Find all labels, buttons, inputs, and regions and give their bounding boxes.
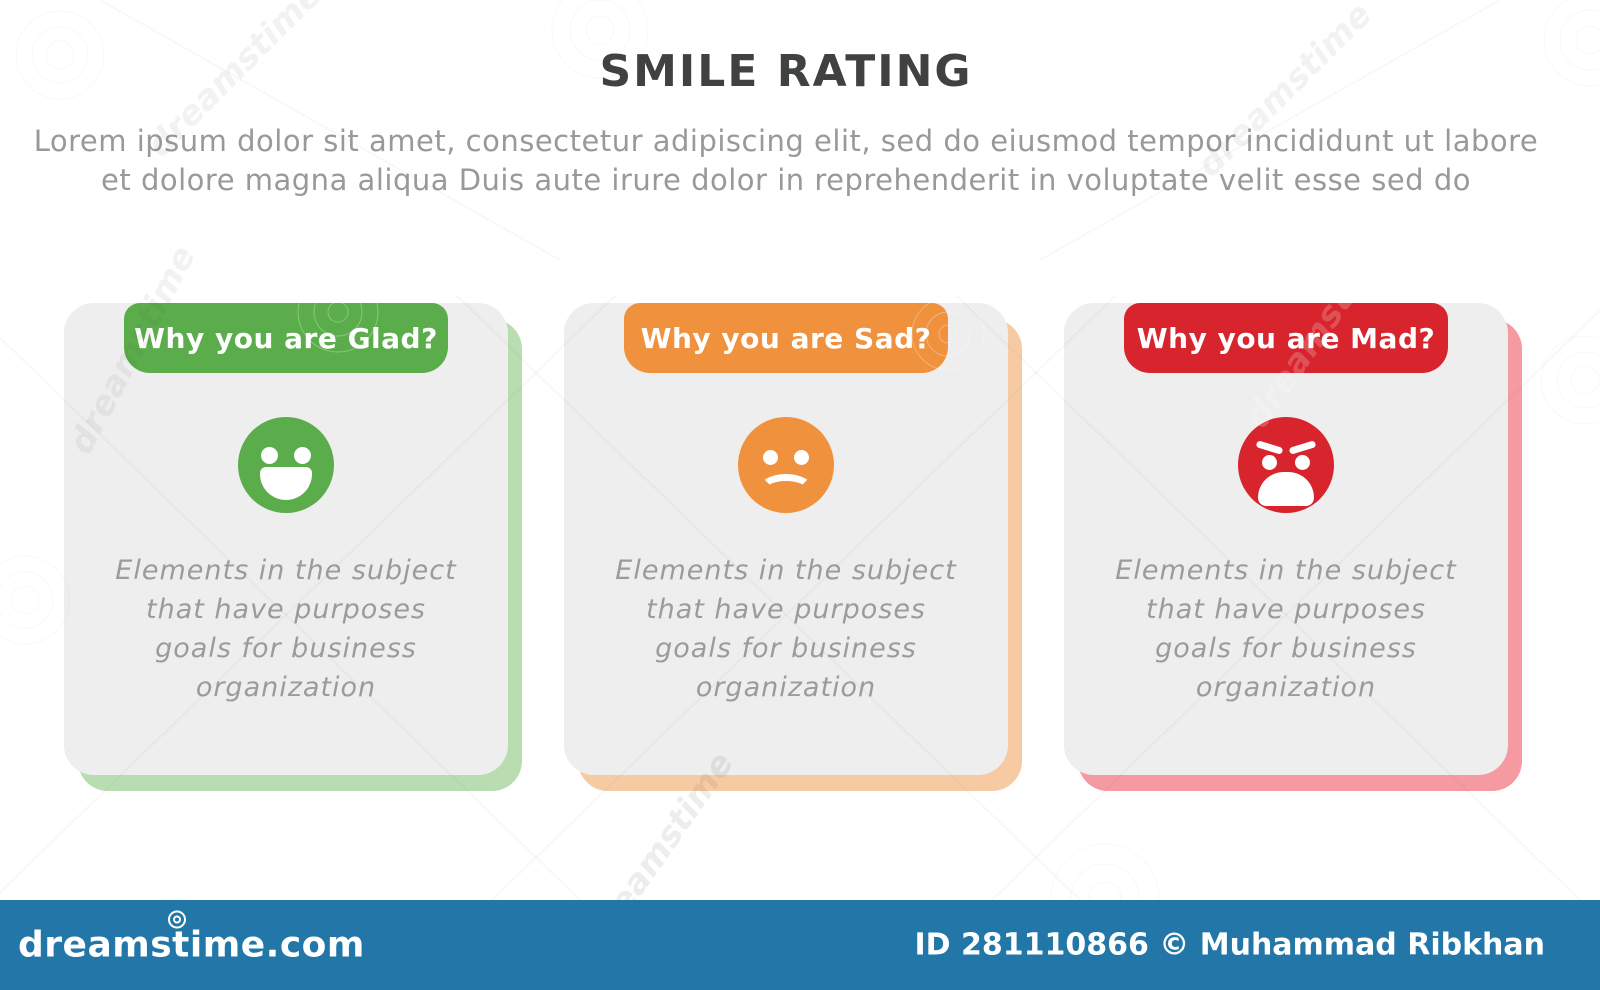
body-line: Elements in the subject (115, 555, 457, 586)
card-sad-text: Elements in the subject that have purpos… (564, 551, 1008, 707)
face-eyebrow (1255, 440, 1284, 455)
body-line: organization (195, 672, 377, 703)
card-mad-header: Why you are Mad? (1124, 303, 1448, 373)
face-eye (794, 450, 809, 465)
face-eye (1295, 455, 1310, 470)
card-sad: Why you are Sad? Elements in the subject… (564, 303, 1022, 795)
sad-face-icon (738, 417, 834, 513)
card-glad: Why you are Glad? Elements in the subjec… (64, 303, 522, 795)
face-eye (261, 447, 278, 464)
card-mad-text: Elements in the subject that have purpos… (1064, 551, 1508, 707)
face-eyebrow (1288, 440, 1317, 455)
dreamstime-logo: dreamstime.com (18, 910, 365, 966)
image-credit-text: ID 281110866 © Muhammad Ribkhan (914, 927, 1545, 963)
face-mouth (260, 467, 312, 500)
card-sad-body-panel: Why you are Sad? Elements in the subject… (564, 303, 1008, 775)
spiral-icon (168, 910, 186, 929)
card-glad-header-label: Why you are Glad? (134, 321, 438, 355)
card-glad-body-panel: Why you are Glad? Elements in the subjec… (64, 303, 508, 775)
body-line: organization (695, 672, 877, 703)
description-line-1: Lorem ipsum dolor sit amet, consectetur … (33, 124, 1539, 158)
description-line-2: et dolore magna aliqua Duis aute irure d… (101, 163, 1471, 197)
page-description: Lorem ipsum dolor sit amet, consectetur … (30, 122, 1542, 200)
face-mouth (1258, 472, 1314, 506)
face-eye (763, 450, 778, 465)
card-sad-header: Why you are Sad? (624, 303, 948, 373)
face-mouth (759, 474, 813, 504)
card-glad-text: Elements in the subject that have purpos… (64, 551, 508, 707)
body-line: goals for business (155, 633, 417, 664)
card-mad: Why you are Mad? Elements in the subject… (1064, 303, 1522, 795)
card-mad-body-panel: Why you are Mad? Elements in the subject… (1064, 303, 1508, 775)
body-line: that have purposes (646, 594, 926, 625)
watermark-footer-bar: dreamstime.com ID 281110866 © Muhammad R… (0, 900, 1600, 990)
body-line: that have purposes (1146, 594, 1426, 625)
card-glad-header: Why you are Glad? (124, 303, 448, 373)
body-line: goals for business (1155, 633, 1417, 664)
card-mad-header-label: Why you are Mad? (1136, 321, 1436, 355)
dreamstime-logo-text: dreamstime.com (18, 924, 365, 966)
page-title: SMILE RATING (599, 46, 973, 97)
face-eye (1262, 455, 1277, 470)
body-line: Elements in the subject (1115, 555, 1457, 586)
cards-row: Why you are Glad? Elements in the subjec… (64, 303, 1522, 795)
face-eye (294, 447, 311, 464)
angry-face-icon (1238, 417, 1334, 513)
body-line: goals for business (655, 633, 917, 664)
body-line: that have purposes (146, 594, 426, 625)
card-sad-header-label: Why you are Sad? (640, 321, 932, 355)
body-line: Elements in the subject (615, 555, 957, 586)
body-line: organization (1195, 672, 1377, 703)
smiling-face-icon (238, 417, 334, 513)
